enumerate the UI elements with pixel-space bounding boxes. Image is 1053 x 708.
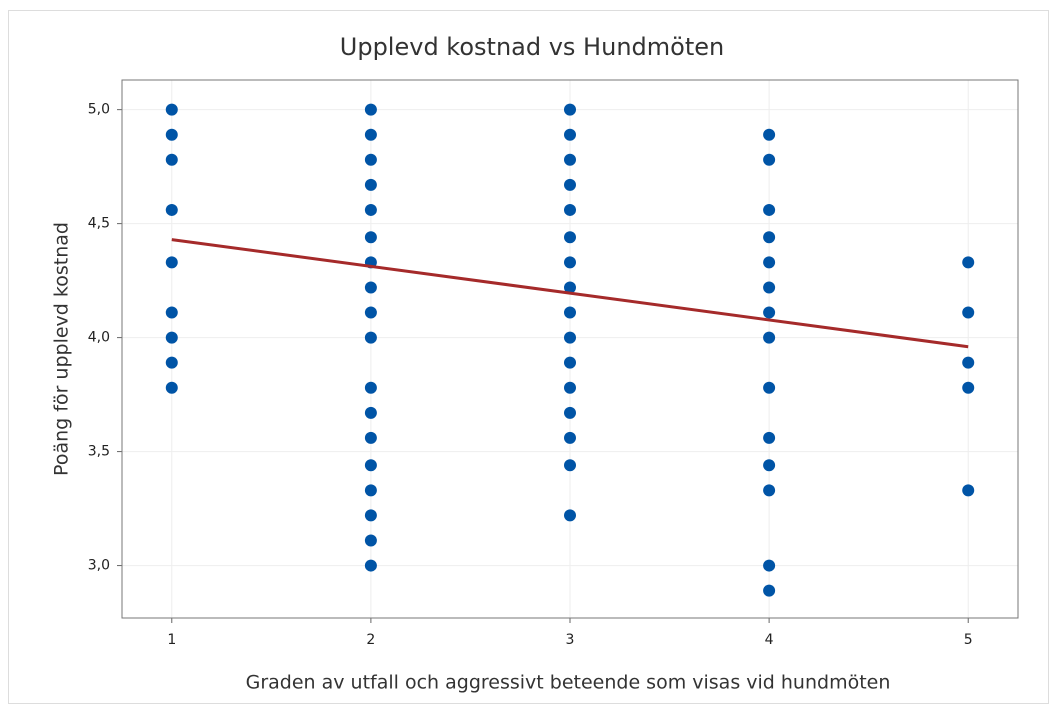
- point: [165, 381, 178, 394]
- point: [364, 153, 377, 166]
- y-axis-label: Poäng för upplevd kostnad: [51, 222, 73, 476]
- fit-line: [171, 238, 969, 349]
- point: [564, 331, 576, 344]
- point: [564, 203, 576, 216]
- point: [364, 509, 377, 522]
- point: [564, 103, 576, 116]
- point: [763, 231, 776, 244]
- point: [763, 153, 776, 166]
- point: [364, 331, 377, 344]
- point: [962, 381, 975, 394]
- point: [165, 306, 178, 319]
- point: [564, 178, 576, 191]
- x-tick-label: 3: [566, 632, 575, 648]
- point: [763, 431, 776, 444]
- point: [564, 281, 576, 294]
- point: [165, 256, 178, 269]
- point: [364, 306, 377, 319]
- point: [763, 559, 776, 572]
- point: [564, 356, 576, 369]
- y-tick-label: 3,5: [88, 444, 110, 460]
- point: [364, 103, 377, 116]
- point: [364, 559, 377, 572]
- point: [564, 306, 576, 319]
- y-tick-label: 5,0: [88, 102, 110, 118]
- point: [364, 128, 377, 141]
- chart-title: Upplevd kostnad vs Hundmöten: [340, 33, 724, 61]
- point: [364, 431, 377, 444]
- point: [763, 128, 776, 141]
- point: [165, 103, 178, 116]
- point: [364, 406, 377, 419]
- x-axis-label: Graden av utfall och aggressivt beteende…: [246, 672, 891, 694]
- point: [763, 331, 776, 344]
- point: [165, 153, 178, 166]
- y-tick-label: 4,5: [88, 216, 110, 232]
- point: [564, 406, 576, 419]
- point: [763, 203, 776, 216]
- point: [364, 381, 377, 394]
- point: [364, 534, 377, 547]
- point: [962, 356, 975, 369]
- point: [364, 203, 377, 216]
- point: [564, 431, 576, 444]
- point: [564, 153, 576, 166]
- y-tick-label: 4,0: [88, 330, 110, 346]
- point: [364, 484, 377, 497]
- x-tick-label: 2: [366, 632, 375, 648]
- point: [564, 231, 576, 244]
- x-tick-label: 4: [765, 632, 774, 648]
- y-tick-label: 3,0: [88, 558, 110, 574]
- point: [165, 128, 178, 141]
- plot-area: [121, 79, 1019, 619]
- point: [364, 459, 377, 472]
- point: [564, 381, 576, 394]
- frame: [8, 10, 1049, 704]
- point: [763, 459, 776, 472]
- point: [962, 306, 975, 319]
- x-tick-label: 5: [964, 632, 973, 648]
- point: [564, 128, 576, 141]
- point: [564, 459, 576, 472]
- point: [962, 484, 975, 497]
- point: [763, 381, 776, 394]
- point: [763, 306, 776, 319]
- point: [962, 256, 975, 269]
- point: [165, 356, 178, 369]
- point: [364, 178, 377, 191]
- point: [763, 584, 776, 597]
- point: [165, 331, 178, 344]
- point: [564, 509, 576, 522]
- point: [763, 281, 776, 294]
- point: [165, 203, 178, 216]
- point: [364, 281, 377, 294]
- x-tick-label: 1: [167, 632, 176, 648]
- point: [763, 484, 776, 497]
- point: [763, 256, 776, 269]
- point: [564, 256, 576, 269]
- point: [364, 231, 377, 244]
